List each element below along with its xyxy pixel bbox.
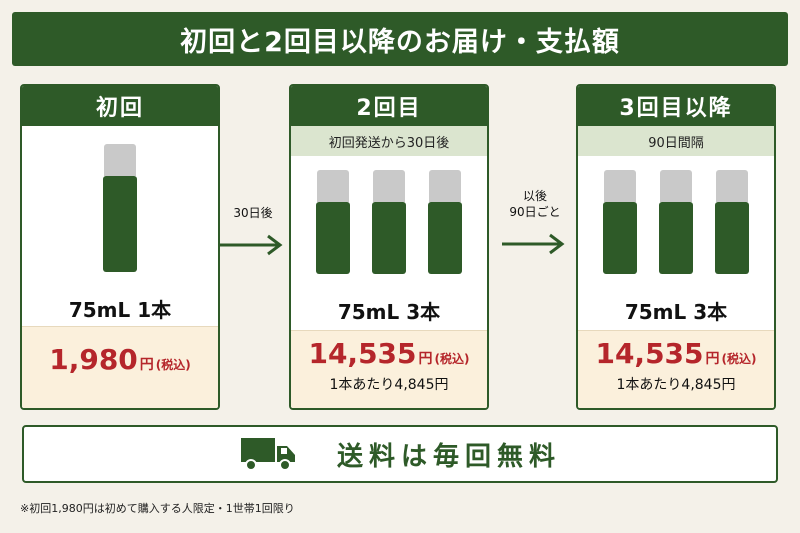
price-box: 14,535 円 (税込) 1本あたり4,845円 [291,330,487,408]
volume-label: 75mL 3本 [624,300,728,324]
arrow-every-90-days: 以後 90日ごと [500,188,570,260]
bottle-icon [372,170,406,274]
price-value: 14,535 [595,337,704,370]
bottle-icon [715,170,749,274]
truck-icon [240,438,295,471]
yen-unit: 円 [705,351,720,367]
per-unit-price: 1本あたり4,845円 [616,377,736,393]
price-value: 1,980 [49,343,138,376]
price-line: 14,535 円 (税込) [578,337,774,370]
bottle-icon [428,170,462,274]
card-second-delivery: 2回目 初回発送から30日後 75mL 3本 14,535 円 (税込) 1本あ… [289,84,489,410]
footnote: ※初回1,980円は初めて購入する人限定・1世帯1回限り [20,502,295,515]
card-subheading: 90日間隔 [578,126,774,156]
free-shipping-banner: 送料は毎回無料 [22,425,778,483]
bottle-group [291,170,487,274]
page-title: 初回と2回目以降のお届け・支払額 [12,12,788,66]
arrow-label: 90日ごと [509,205,561,219]
price-line: 14,535 円 (税込) [291,337,487,370]
card-heading: 2回目 [291,86,487,126]
per-unit-price: 1本あたり4,845円 [329,377,449,393]
price-box: 1,980 円 (税込) [22,326,218,408]
price-value: 14,535 [308,337,417,370]
card-third-delivery-onward: 3回目以降 90日間隔 75mL 3本 14,535 円 (税込) 1本あたり4… [576,84,776,410]
bottle-group [22,144,218,272]
bottle-icon [316,170,350,274]
bottle-icon [103,144,137,272]
tax-note: (税込) [434,352,470,366]
arrow-label: 30日後 [233,206,273,220]
price-line: 1,980 円 (税込) [22,343,218,376]
price-box: 14,535 円 (税込) 1本あたり4,845円 [578,330,774,408]
tax-note: (税込) [155,358,191,372]
right-arrow-icon [502,233,565,255]
arrow-30-days: 30日後 [218,205,288,261]
card-first-delivery: 初回 75mL 1本 1,980 円 (税込) [20,84,220,410]
yen-unit: 円 [139,357,154,373]
bottle-group [578,170,774,274]
arrow-label: 以後 [522,189,547,203]
volume-label: 75mL 1本 [68,298,172,322]
yen-unit: 円 [418,351,433,367]
bottle-icon [603,170,637,274]
card-subheading: 初回発送から30日後 [291,126,487,156]
volume-label: 75mL 3本 [337,300,441,324]
card-heading: 3回目以降 [578,86,774,126]
bottle-icon [659,170,693,274]
card-heading: 初回 [22,86,218,126]
tax-note: (税込) [721,352,757,366]
right-arrow-icon [220,234,283,256]
shipping-text: 送料は毎回無料 [336,441,561,472]
